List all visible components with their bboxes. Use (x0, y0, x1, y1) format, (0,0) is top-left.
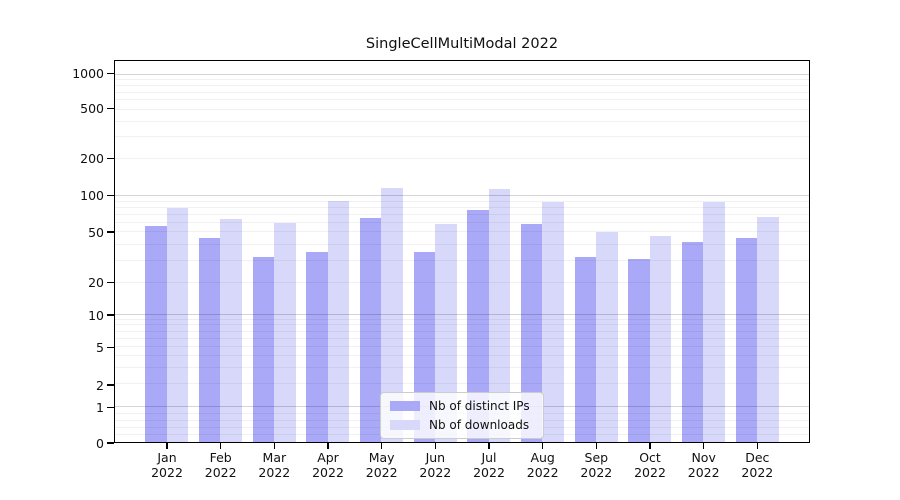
bar-distinct-ips-jul (467, 209, 489, 442)
y-tick-label-0: 0 (96, 435, 104, 451)
legend: Nb of distinct IPs Nb of downloads (380, 392, 544, 439)
y-tick-label-20: 20 (88, 275, 104, 291)
legend-swatch-downloads (390, 420, 420, 430)
bar-distinct-ips-jan (145, 225, 167, 442)
x-tick-label-jan: Jan 2022 (151, 450, 183, 480)
bars-layer (115, 61, 809, 442)
x-tick-label-may: May 2022 (365, 450, 398, 480)
x-tick-mark-sep (595, 443, 597, 449)
bar-downloads-jul (488, 189, 511, 442)
y-tick-label-2: 2 (96, 377, 104, 393)
x-tick-mark-apr (327, 443, 329, 449)
y-tick-mark-0 (107, 442, 114, 444)
y-tick-mark-20 (107, 282, 114, 284)
y-tick-label-1000: 1000 (72, 65, 104, 81)
plot-area: Nb of distinct IPs Nb of downloads (114, 60, 810, 443)
bar-distinct-ips-dec (735, 238, 758, 442)
bar-distinct-ips-apr (306, 252, 328, 442)
bar-distinct-ips-sep (574, 256, 597, 442)
y-tick-label-500: 500 (80, 100, 104, 116)
y-tick-mark-200 (107, 157, 114, 159)
bar-downloads-jun (435, 223, 457, 442)
bar-distinct-ips-aug (520, 223, 543, 442)
x-tick-label-nov: Nov 2022 (687, 450, 720, 480)
bar-distinct-ips-may (359, 218, 382, 442)
y-tick-mark-10 (107, 314, 114, 316)
bar-downloads-nov (703, 201, 725, 442)
y-tick-mark-100 (107, 195, 114, 197)
y-tick-label-100: 100 (80, 188, 104, 204)
bar-distinct-ips-mar (252, 256, 275, 442)
bar-downloads-dec (757, 217, 779, 442)
bar-distinct-ips-nov (681, 242, 704, 442)
bar-distinct-ips-oct (628, 258, 650, 442)
bar-downloads-aug (542, 201, 564, 442)
y-tick-mark-1000 (107, 72, 114, 74)
bar-downloads-may (381, 187, 403, 442)
x-tick-mark-nov (703, 443, 705, 449)
x-tick-label-feb: Feb 2022 (204, 450, 237, 480)
x-tick-label-dec: Dec 2022 (741, 450, 774, 480)
bar-downloads-feb (220, 218, 242, 442)
y-tick-label-10: 10 (88, 307, 104, 323)
x-tick-mark-mar (273, 443, 275, 449)
bar-downloads-apr (327, 201, 350, 442)
chart-title: SingleCellMultiModal 2022 (365, 36, 559, 52)
y-tick-label-5: 5 (96, 340, 104, 356)
bar-downloads-jan (166, 208, 189, 442)
x-tick-mark-may (381, 443, 383, 449)
y-tick-mark-1 (107, 407, 114, 409)
x-tick-label-aug: Aug 2022 (526, 450, 559, 480)
legend-entry-distinct-ips: Nb of distinct IPs (390, 399, 534, 413)
y-tick-mark-500 (107, 107, 114, 109)
bar-downloads-mar (274, 222, 296, 442)
x-tick-label-apr: Apr 2022 (312, 450, 344, 480)
bar-downloads-sep (596, 232, 618, 442)
x-tick-label-jul: Jul 2022 (473, 450, 505, 480)
x-tick-mark-aug (542, 443, 544, 449)
bar-downloads-oct (649, 235, 672, 442)
legend-label-downloads: Nb of downloads (429, 418, 530, 432)
x-tick-mark-jul (488, 443, 490, 449)
x-tick-mark-oct (649, 443, 651, 449)
bar-distinct-ips-feb (198, 238, 221, 442)
y-tick-label-200: 200 (80, 150, 104, 166)
legend-swatch-distinct-ips (390, 401, 420, 411)
legend-entry-downloads: Nb of downloads (390, 418, 534, 432)
x-tick-mark-feb (220, 443, 222, 449)
legend-label-distinct-ips: Nb of distinct IPs (429, 399, 530, 413)
x-tick-label-sep: Sep 2022 (580, 450, 613, 480)
x-tick-mark-dec (756, 443, 758, 449)
y-tick-mark-2 (107, 384, 114, 386)
y-tick-label-1: 1 (96, 400, 104, 416)
y-tick-mark-5 (107, 347, 114, 349)
x-tick-label-jun: Jun 2022 (419, 450, 452, 480)
x-tick-label-mar: Mar 2022 (258, 450, 291, 480)
y-tick-label-50: 50 (88, 224, 104, 240)
x-tick-mark-jan (166, 443, 168, 449)
y-tick-mark-50 (107, 231, 114, 233)
x-tick-label-oct: Oct 2022 (634, 450, 666, 480)
x-tick-mark-jun (434, 443, 436, 449)
